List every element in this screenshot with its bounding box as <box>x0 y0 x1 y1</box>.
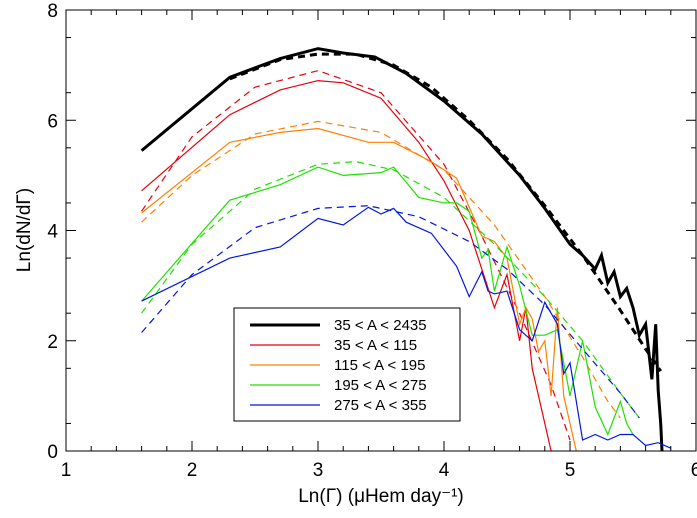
legend: 35 < A < 2435 35 < A < 115 115 < A < 195 19… <box>233 307 461 422</box>
tick-labels: 1 2 3 4 5 6 0 2 4 6 8 <box>47 1 697 481</box>
y-axis-title: Ln(dN/dΓ) <box>14 188 35 272</box>
y-tick-label: 0 <box>47 442 58 463</box>
y-tick-label: 8 <box>47 1 58 22</box>
series-fit-line <box>141 160 640 419</box>
x-tick-label: 5 <box>565 460 576 481</box>
y-tick-label: 4 <box>47 222 58 243</box>
x-tick-label: 4 <box>439 460 450 481</box>
series-line <box>141 166 634 437</box>
legend-label: 195 < A < 275 <box>334 377 427 394</box>
x-tick-label: 6 <box>691 460 697 481</box>
x-axis-title: Ln(Γ) (μHem day⁻¹) <box>298 486 464 507</box>
legend-label: 275 < A < 355 <box>334 397 427 414</box>
ticks <box>65 9 697 452</box>
series-line <box>140 47 664 451</box>
series-fit-line <box>229 52 662 372</box>
x-tick-label: 2 <box>187 460 198 481</box>
y-tick-label: 2 <box>47 332 58 353</box>
series-line <box>141 206 672 449</box>
series-fit-line <box>141 205 640 419</box>
x-tick-label: 3 <box>313 460 324 481</box>
series-fit-line <box>141 69 571 441</box>
legend-label: 115 < A < 195 <box>334 357 425 374</box>
x-tick-label: 1 <box>61 460 72 481</box>
series-line <box>141 79 552 451</box>
legend-label: 35 < A < 2435 <box>334 317 427 334</box>
legend-label: 35 < A < 115 <box>334 337 417 354</box>
plot-lines <box>140 47 672 451</box>
y-tick-label: 6 <box>47 111 58 132</box>
